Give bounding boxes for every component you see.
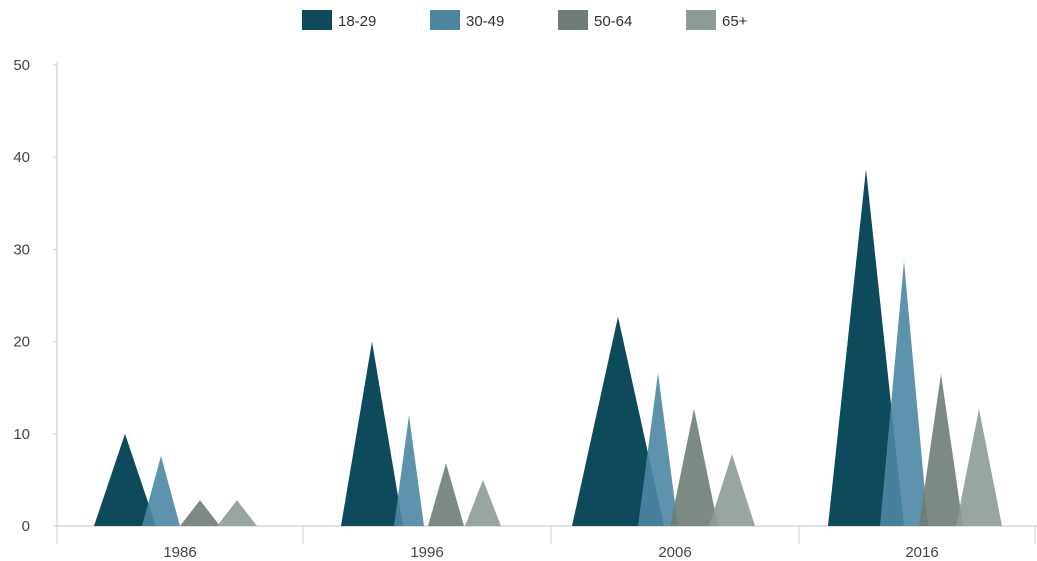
legend-label: 18-29 [338, 13, 376, 30]
y-tick-label: 10 [13, 426, 30, 443]
category-group-2016 [828, 169, 1002, 526]
y-tick-label: 0 [22, 518, 30, 535]
triangle-mark-50-64-2006 [670, 408, 718, 526]
x-tick-label: 2016 [905, 544, 938, 561]
legend-swatch [302, 10, 332, 30]
legend-label: 65+ [722, 13, 748, 30]
triangle-mark-65+-2006 [709, 454, 755, 526]
triangle-mark-30-49-2006 [638, 372, 678, 526]
legend-swatch [686, 10, 716, 30]
triangle-mark-65+-2016 [956, 408, 1002, 526]
legend-item-50-64: 50-64 [558, 10, 632, 30]
legend-item-18-29: 18-29 [302, 10, 376, 30]
legend-swatch [558, 10, 588, 30]
triangle-mark-65+-1996 [465, 479, 501, 526]
triangle-mark-65+-1986 [217, 500, 257, 526]
triangle-mark-30-49-2016 [880, 261, 928, 526]
triangle-mark-18-29-1986 [94, 433, 156, 526]
triangle-mark-18-29-2016 [828, 169, 904, 526]
category-group-1996 [341, 341, 501, 526]
triangle-mark-18-29-2006 [572, 316, 664, 526]
triangle-mark-50-64-2016 [919, 373, 963, 526]
category-group-2006 [572, 316, 755, 526]
category-group-1986 [94, 433, 257, 526]
x-tick-label: 1986 [163, 544, 196, 561]
triangle-mark-50-64-1996 [428, 463, 464, 526]
triangle-mark-30-49-1986 [142, 455, 180, 526]
chart-marks [94, 169, 1002, 526]
x-tick-label: 2006 [658, 544, 691, 561]
triangle-mark-50-64-1986 [180, 500, 220, 526]
y-tick-label: 30 [13, 241, 30, 258]
legend-label: 30-49 [466, 13, 504, 30]
legend-swatch [430, 10, 460, 30]
y-tick-label: 20 [13, 334, 30, 351]
triangle-mark-18-29-1996 [341, 341, 403, 526]
legend-label: 50-64 [594, 13, 632, 30]
y-tick-label: 50 [13, 57, 30, 74]
legend: 18-29 30-49 50-64 65+ [302, 10, 748, 30]
legend-item-65+: 65+ [686, 10, 748, 30]
legend-item-30-49: 30-49 [430, 10, 504, 30]
y-tick-label: 40 [13, 149, 30, 166]
x-tick-label: 1996 [410, 544, 443, 561]
triangle-mark-30-49-1996 [394, 415, 424, 526]
